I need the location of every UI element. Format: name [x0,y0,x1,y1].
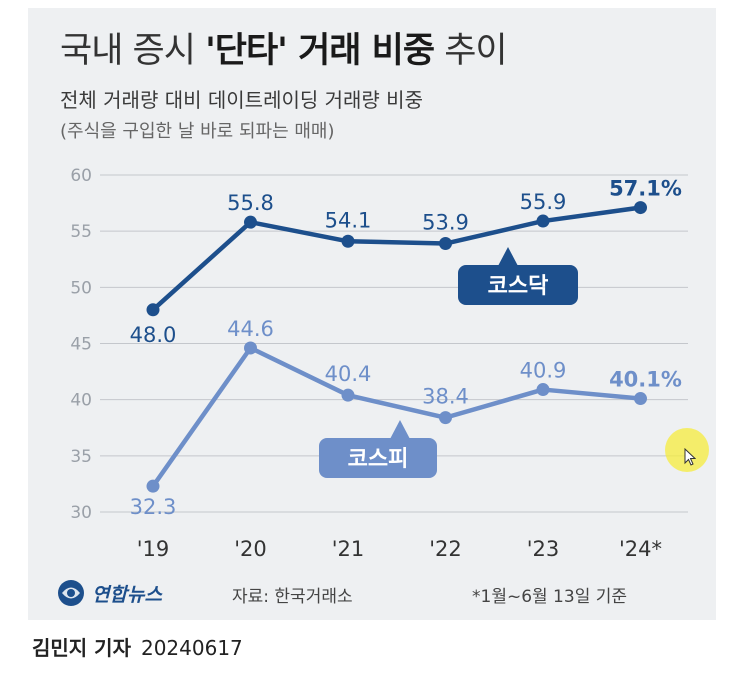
data-point [341,234,355,248]
data-label: 40.9 [520,359,567,383]
data-point [536,214,550,228]
data-point [341,388,355,402]
footnote: *1월~6월 13일 기준 [472,587,628,607]
author: 김민지 기자 [32,636,131,660]
data-point [439,411,452,425]
data-point [439,237,452,251]
data-label: 57.1% [609,177,682,201]
data-label: 38.4 [422,385,469,409]
logo-text: 연합뉴스 [92,583,162,606]
kosdaq-badge-pointer [498,247,518,266]
data-point [244,215,257,229]
kospi-badge-label: 코스피 [348,447,409,472]
x-tick-label: '19 [137,537,170,561]
series-line-kospi [151,345,641,488]
data-label: 55.9 [520,190,567,214]
yonhap-logo: 연합뉴스 [56,578,162,608]
kosdaq-badge-label: 코스닥 [488,274,549,299]
byline: 김민지 기자 20240617 [32,632,243,661]
x-tick-label: '21 [332,537,365,561]
chart-title: 국내 증시 '단타' 거래 비중 추이 [60,31,508,71]
data-point [146,303,160,317]
data-point [634,201,647,215]
kosdaq-badge [458,265,578,305]
y-tick-label: 40 [70,391,92,411]
publish-date: 20240617 [140,636,243,660]
series-line-kosdaq [151,205,641,312]
mouse-pointer-icon [684,448,696,466]
data-point [146,479,160,493]
data-source: 자료: 한국거래소 [232,587,353,607]
x-tick-label: '24* [619,537,662,561]
chart-subtitle: 전체 거래량 대비 데이트레이딩 거래량 비중 [60,88,423,112]
data-point [536,383,550,397]
y-tick-label: 50 [70,278,92,298]
data-label: 54.1 [325,208,372,232]
y-tick-label: 55 [70,222,92,242]
data-point [244,341,257,355]
cursor-highlight [665,428,709,472]
x-tick-label: '20 [234,537,267,561]
y-tick-label: 30 [70,503,92,523]
y-tick-label: 35 [70,447,92,467]
data-label: 40.4 [325,362,372,386]
y-tick-label: 45 [70,335,92,355]
data-label: 48.0 [130,323,177,347]
data-label: 32.3 [130,495,177,519]
chart-note: (주식을 구입한 날 바로 되파는 매매) [60,121,335,142]
data-label: 55.8 [227,191,274,215]
data-label: 44.6 [227,317,274,341]
data-label: 53.9 [422,211,469,235]
globe-icon [58,580,84,606]
x-tick-label: '23 [527,537,560,561]
data-label: 40.1% [609,368,682,392]
y-tick-label: 60 [70,166,92,186]
data-point [634,392,647,406]
x-tick-label: '22 [429,537,462,561]
kospi-badge-pointer [390,420,410,439]
infographic-card [28,8,716,620]
kospi-badge [319,438,437,478]
